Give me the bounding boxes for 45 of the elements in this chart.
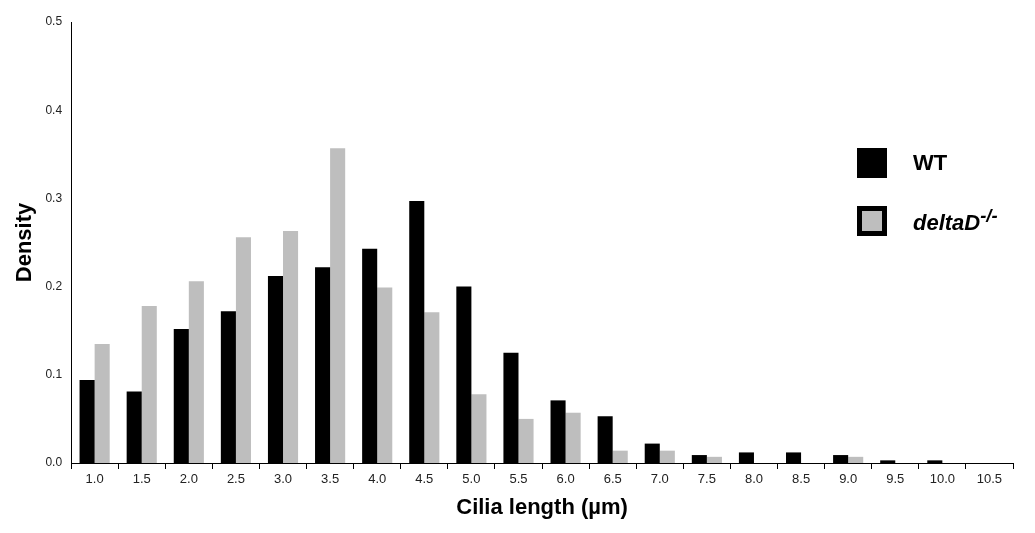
bar <box>283 231 299 463</box>
bar <box>330 148 346 463</box>
x-tick-label: 9.0 <box>839 471 858 487</box>
bar <box>518 418 534 463</box>
y-tick-label: 0.2 <box>45 278 63 293</box>
x-tick-label: 1.5 <box>132 471 151 487</box>
x-tick-label: 8.5 <box>792 471 811 487</box>
bar <box>188 281 204 463</box>
x-tick-label: 6.0 <box>556 471 575 487</box>
x-tick-label: 6.5 <box>603 471 622 487</box>
bar <box>471 394 487 463</box>
y-tick-label: 0.5 <box>45 14 63 29</box>
x-tick-label: 8.0 <box>744 471 764 487</box>
bar <box>612 450 628 463</box>
x-axis-title: Cilia length (µm) <box>456 493 628 519</box>
bar <box>235 237 251 463</box>
bar <box>424 312 440 463</box>
bar <box>377 287 393 463</box>
x-tick-label: 2.0 <box>179 471 198 487</box>
x-tick-label: 9.5 <box>886 471 905 487</box>
legend-label: WT <box>913 150 948 176</box>
legend-label: deltaD$^{-/-}$ <box>913 205 998 237</box>
bar <box>848 456 864 463</box>
x-tick-label: 4.0 <box>368 471 387 487</box>
x-tick-label: 3.5 <box>321 471 340 487</box>
x-tick-label: 10.0 <box>929 471 956 487</box>
bar <box>565 412 581 463</box>
x-tick-label: 4.5 <box>415 471 434 487</box>
x-tick-label: 2.5 <box>226 471 245 487</box>
x-tick-label: 1.0 <box>85 471 104 487</box>
y-tick-label: 0.3 <box>45 190 63 205</box>
x-tick-label: 3.0 <box>273 471 293 487</box>
x-tick-label: 5.5 <box>509 471 528 487</box>
x-tick-label: 5.0 <box>462 471 481 487</box>
bar <box>141 306 157 463</box>
bar <box>659 450 675 463</box>
y-tick-label: 0.1 <box>45 367 63 382</box>
y-tick-label: 0.0 <box>45 455 63 470</box>
bar <box>706 456 722 463</box>
y-axis-title: Density <box>11 202 37 283</box>
bar <box>94 343 110 463</box>
x-tick-label: 7.5 <box>697 471 716 487</box>
y-tick-label: 0.4 <box>45 102 63 117</box>
x-tick-label: 7.0 <box>650 471 669 487</box>
x-tick-label: 10.5 <box>976 471 1003 487</box>
